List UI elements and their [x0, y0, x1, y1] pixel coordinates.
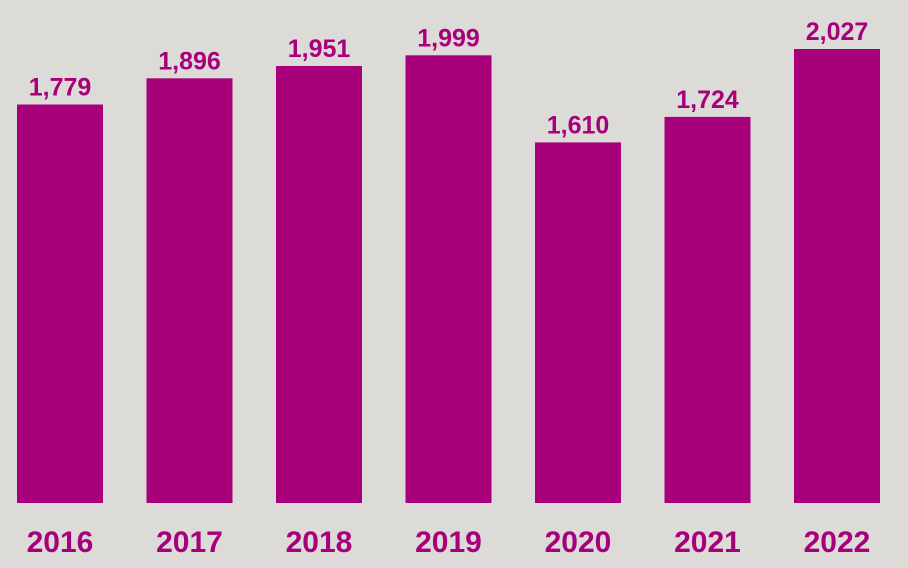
x-tick-label-2019: 2019 [415, 526, 482, 559]
x-tick-label-2021: 2021 [674, 526, 741, 559]
bar-2016 [17, 104, 103, 503]
value-labels-group: 1,779 1,896 1,951 1,999 1,610 1,724 2,027 [29, 18, 869, 139]
bars-group [17, 49, 880, 504]
x-tick-labels-group: 2016 2017 2018 2019 2020 2021 2022 [27, 526, 871, 559]
value-label-2016: 1,779 [29, 74, 92, 102]
value-label-2020: 1,610 [547, 111, 610, 139]
value-label-2022: 2,027 [806, 18, 869, 46]
bar-2018 [276, 66, 362, 503]
bar-2020 [535, 142, 621, 503]
value-label-2017: 1,896 [158, 47, 221, 75]
x-tick-label-2020: 2020 [545, 526, 612, 559]
bar-2021 [664, 116, 751, 504]
x-tick-label-2018: 2018 [286, 526, 353, 559]
value-label-2021: 1,724 [676, 86, 739, 114]
x-tick-label-2017: 2017 [156, 526, 223, 559]
bar-2019 [405, 55, 492, 504]
x-tick-label-2022: 2022 [804, 526, 871, 559]
value-label-2019: 1,999 [417, 24, 480, 52]
bar-2022 [794, 49, 880, 503]
bar-2017 [146, 78, 233, 504]
x-tick-label-2016: 2016 [27, 526, 94, 559]
value-label-2018: 1,951 [288, 35, 351, 63]
